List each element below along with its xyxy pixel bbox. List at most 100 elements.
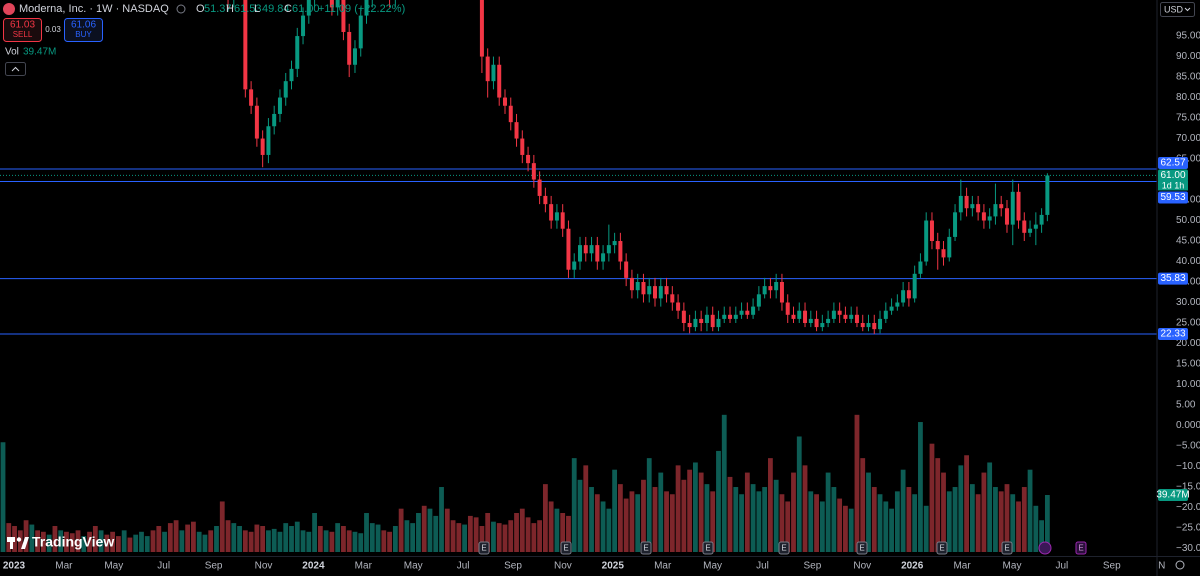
volume-bar xyxy=(58,530,64,552)
level-label: 35.83 xyxy=(1160,273,1185,284)
volume-bar xyxy=(594,494,600,552)
event-icon[interactable] xyxy=(1038,541,1052,555)
x-tick-label: Mar xyxy=(953,561,971,572)
volume-bar xyxy=(179,530,185,552)
earnings-marker[interactable] xyxy=(702,541,714,555)
candle-body xyxy=(272,113,277,127)
volume-bar xyxy=(306,531,312,552)
y-tick-label: −20.00 xyxy=(1176,502,1200,513)
volume-bar xyxy=(248,531,254,552)
volume-bar xyxy=(375,524,381,552)
level-label: 22.33 xyxy=(1160,329,1185,340)
volume-bar xyxy=(294,521,300,552)
logo-part xyxy=(10,537,13,549)
volume-bar xyxy=(381,530,387,552)
earnings-label: E xyxy=(1004,544,1009,553)
candle-body xyxy=(260,138,265,155)
candle-body xyxy=(768,286,773,291)
earnings-label: E xyxy=(939,544,944,553)
volume-bar xyxy=(906,487,912,552)
volume-bar xyxy=(750,484,756,552)
candle-body xyxy=(854,314,859,323)
volume-bar xyxy=(260,526,266,552)
candle-body xyxy=(837,310,842,315)
candle-body xyxy=(803,310,808,323)
volume-bar xyxy=(664,491,669,552)
candle-body xyxy=(774,282,779,291)
candle-body xyxy=(728,314,733,319)
volume-bar xyxy=(456,523,462,552)
volume-bar xyxy=(416,513,421,552)
x-tick-label: May xyxy=(404,561,423,572)
candle-body xyxy=(1016,191,1021,221)
volume-bar xyxy=(329,531,335,552)
settings-icon[interactable] xyxy=(1175,560,1185,570)
volume-bar xyxy=(231,523,237,552)
earnings-label: E xyxy=(563,544,568,553)
earnings-marker[interactable] xyxy=(856,541,868,555)
volume-bar xyxy=(894,491,900,552)
volume-bar xyxy=(981,472,987,552)
candle-body xyxy=(935,241,940,250)
y-tick-label: 5.00 xyxy=(1176,400,1196,411)
earnings-marker[interactable] xyxy=(560,541,572,555)
volume-bar xyxy=(721,414,727,552)
candle-body xyxy=(733,314,738,319)
earnings-marker[interactable] xyxy=(478,541,490,555)
volume-bar xyxy=(1027,469,1033,552)
x-tick-label: Jul xyxy=(157,561,170,572)
sell-button[interactable] xyxy=(3,18,42,42)
volume-bar xyxy=(392,526,398,552)
candle-body xyxy=(653,286,658,299)
volume-bar xyxy=(191,521,196,552)
earnings-marker[interactable] xyxy=(1001,541,1013,555)
volume-bar xyxy=(768,458,773,552)
x-tick-label: Sep xyxy=(804,561,822,572)
candle-body xyxy=(341,0,346,32)
currency-button[interactable] xyxy=(1160,2,1195,17)
volume-bar xyxy=(150,530,156,552)
earnings-marker[interactable] xyxy=(640,541,652,555)
y-tick-label: 80.00 xyxy=(1176,92,1200,103)
volume-bar xyxy=(196,531,202,552)
candle-body xyxy=(687,322,692,328)
volume-bar xyxy=(1021,487,1027,552)
candle-body xyxy=(289,68,294,82)
volume-bar xyxy=(566,515,571,552)
volume-bar xyxy=(791,472,796,552)
volume-bar xyxy=(612,469,618,552)
candle-body xyxy=(670,294,675,303)
ohlc-value: 61.53 xyxy=(234,3,262,15)
volume-bar xyxy=(283,523,289,552)
collapse-button[interactable] xyxy=(5,62,26,76)
candle-body xyxy=(347,31,352,65)
volume-bar xyxy=(698,472,704,552)
candle-body xyxy=(335,0,340,8)
earnings-marker[interactable] xyxy=(1075,541,1087,555)
volume-bar xyxy=(121,530,127,552)
volume-bar xyxy=(866,472,871,552)
volume-bar xyxy=(242,530,248,552)
volume-bar xyxy=(1044,495,1050,552)
candle-body xyxy=(762,286,767,295)
y-tick-label: −25.00 xyxy=(1176,523,1200,534)
volume-bar xyxy=(433,515,439,552)
volume-bar xyxy=(87,531,92,552)
level-label-box xyxy=(1158,157,1188,170)
volume-bar xyxy=(831,487,837,552)
visibility-icon[interactable] xyxy=(176,4,186,14)
volume-bar xyxy=(693,462,698,552)
candle-body xyxy=(970,204,975,209)
candle-body xyxy=(918,261,923,274)
volume-bar xyxy=(277,531,283,552)
candle-body xyxy=(883,310,888,319)
volume-bar xyxy=(144,536,150,552)
symbol-title[interactable]: Moderna, Inc. · 1W · NASDAQ xyxy=(19,3,169,15)
buy-button[interactable] xyxy=(64,18,103,42)
ohlc-value: 61.00 xyxy=(292,3,320,15)
volume-bar xyxy=(889,508,894,552)
collapse-icon xyxy=(11,66,20,72)
earnings-marker[interactable] xyxy=(778,541,790,555)
earnings-marker[interactable] xyxy=(936,541,948,555)
volume-bar xyxy=(40,531,46,552)
